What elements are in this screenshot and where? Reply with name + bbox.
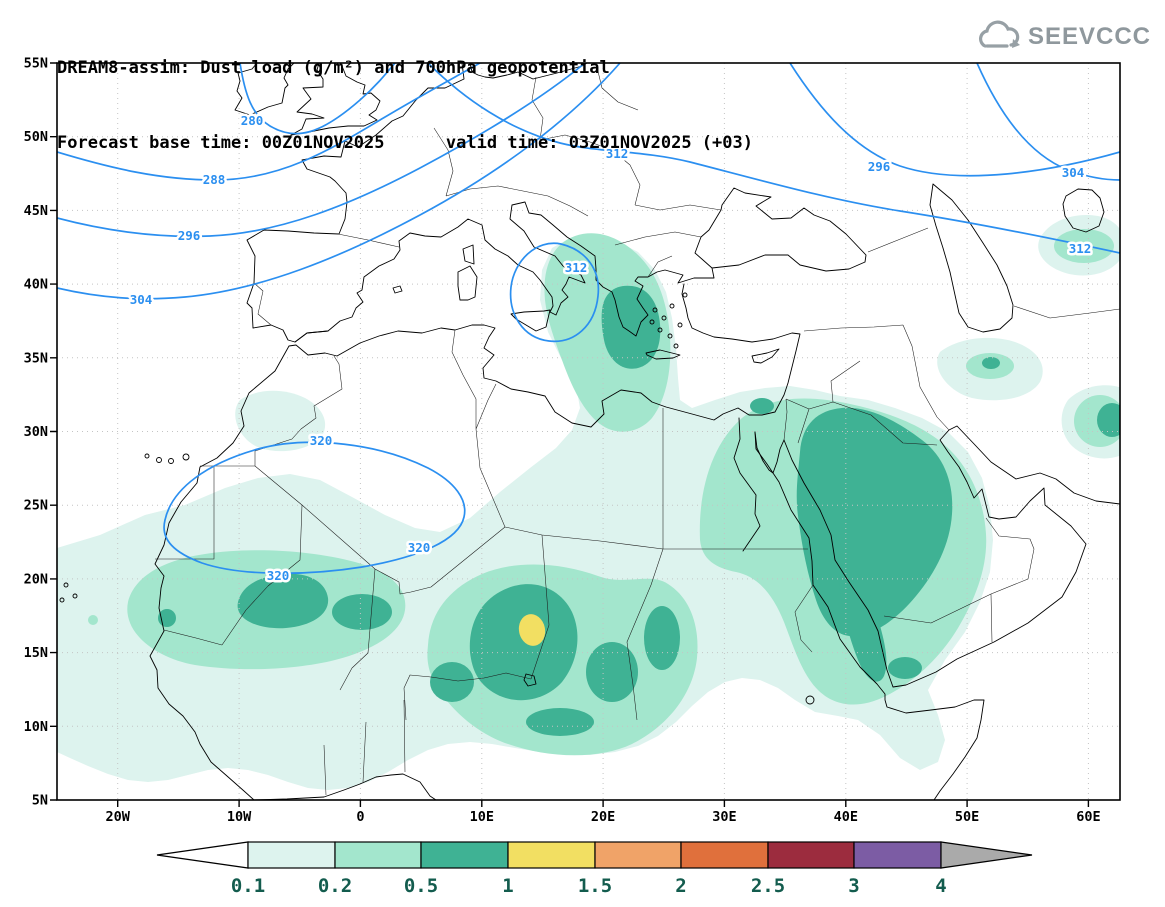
lon-tick-label: 50E [955,809,979,825]
lat-tick-label: 50N [24,129,48,145]
colorbar-box [507,841,596,869]
colorbar-tick-label: 0.1 [231,875,265,897]
colorbar: 0.1 0.2 0.5 1 1.5 2 2.5 3 4 [156,841,1033,897]
map: 280 288 296 304 312 312 296 304 312 320 … [24,56,1121,825]
lat-tick-label: 25N [24,498,48,514]
colorbar-box [594,841,682,869]
lon-axis: 20W 10W 0 10E 20E 30E 40E 50E 60E [106,809,1101,825]
lat-tick-label: 35N [24,350,48,366]
colorbar-tick-label: 3 [848,875,859,897]
colorbar-box [680,841,769,869]
lon-tick-label: 0 [356,809,364,825]
lat-tick-label: 55N [24,56,48,72]
coastlines [59,63,1120,800]
contour-label: 320 [408,540,431,555]
lon-tick-label: 20E [591,809,615,825]
contour-label: 280 [241,113,264,128]
lon-tick-label: 20W [106,809,131,825]
lat-tick-label: 5N [32,793,48,809]
contour-labels: 280 288 296 304 312 312 296 304 312 320 … [127,111,1094,586]
lon-tick-label: 60E [1076,809,1100,825]
contour-label: 288 [203,172,226,187]
geopotential-contours [57,63,1120,575]
contour-label: 312 [565,260,588,275]
graticule [57,63,1120,800]
plot-subtitle: Forecast base time: 00Z01NOV2025 valid t… [57,133,753,153]
lat-tick-label: 20N [24,571,48,587]
lat-tick-label: 10N [24,719,48,735]
lat-tick-label: 15N [24,645,48,661]
plot-titles: DREAM8-assim: Dust load (g/m²) and 700hP… [57,6,753,206]
logo-text: SEEVCCC [1027,23,1151,50]
contour-label: 296 [178,228,201,243]
colorbar-box [247,841,336,869]
lon-tick-label: 10E [470,809,494,825]
contour-label: 312 [1069,241,1092,256]
contour-label: 320 [310,433,333,448]
dust-shading-05 [158,285,1120,736]
colorbar-under-arrow [156,841,249,869]
cloud-logo-icon [978,20,1020,48]
lon-tick-label: 10W [227,809,252,825]
contour-label: 304 [130,292,153,307]
colorbar-tick-label: 2.5 [751,875,785,897]
colorbar-box [420,841,509,869]
lon-tick-label: 40E [834,809,858,825]
lat-tick-label: 40N [24,277,48,293]
contour-label: 320 [267,568,290,583]
colorbar-tick-label: 0.5 [404,875,438,897]
colorbar-tick-label: 2 [675,875,686,897]
axis-ticks [50,62,1090,807]
lat-tick-label: 45N [24,203,48,219]
lon-tick-label: 30E [712,809,736,825]
colorbar-box [767,841,855,869]
colorbar-tick-label: 0.2 [318,875,352,897]
contour-label: 296 [868,159,891,174]
colorbar-tick-label: 1.5 [578,875,612,897]
lat-axis: 55N 50N 45N 40N 35N 30N 25N 20N 15N 10N … [24,56,48,809]
contour-label: 312 [606,146,629,161]
country-borders [155,63,1120,796]
lat-tick-label: 30N [24,424,48,440]
colorbar-tick-label: 4 [935,875,946,897]
dust-shading-1 [518,614,546,646]
colorbar-box [853,841,942,869]
plot-title: DREAM8-assim: Dust load (g/m²) and 700hP… [57,58,610,78]
colorbar-over-arrow [940,841,1033,869]
seevccc-logo: SEEVCCC [976,20,1151,54]
contour-label: 304 [1062,165,1085,180]
colorbar-tick-label: 1 [502,875,513,897]
colorbar-box [334,841,422,869]
